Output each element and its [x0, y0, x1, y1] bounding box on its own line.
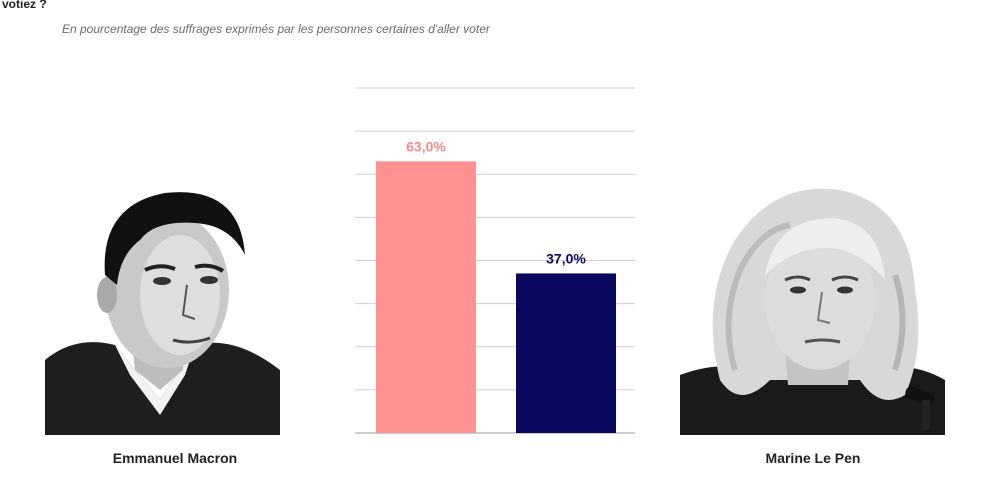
bar-macron: [376, 161, 476, 433]
data-label-le-pen: 37,0%: [546, 250, 586, 266]
question-text: votiez ?: [2, 0, 47, 11]
bar-le-pen: [516, 273, 616, 433]
candidate-name-le-pen: Marine Le Pen: [765, 450, 861, 466]
woman-portrait-icon: [680, 180, 945, 435]
candidate-name-macron: Emmanuel Macron: [112, 450, 238, 466]
man-portrait-icon: [45, 185, 280, 435]
bars: [376, 161, 616, 433]
data-label-macron: 63,0%: [406, 138, 446, 154]
chart-subtitle: En pourcentage des suffrages exprimés pa…: [62, 22, 490, 36]
data-labels: 63,0% 37,0%: [406, 138, 586, 266]
